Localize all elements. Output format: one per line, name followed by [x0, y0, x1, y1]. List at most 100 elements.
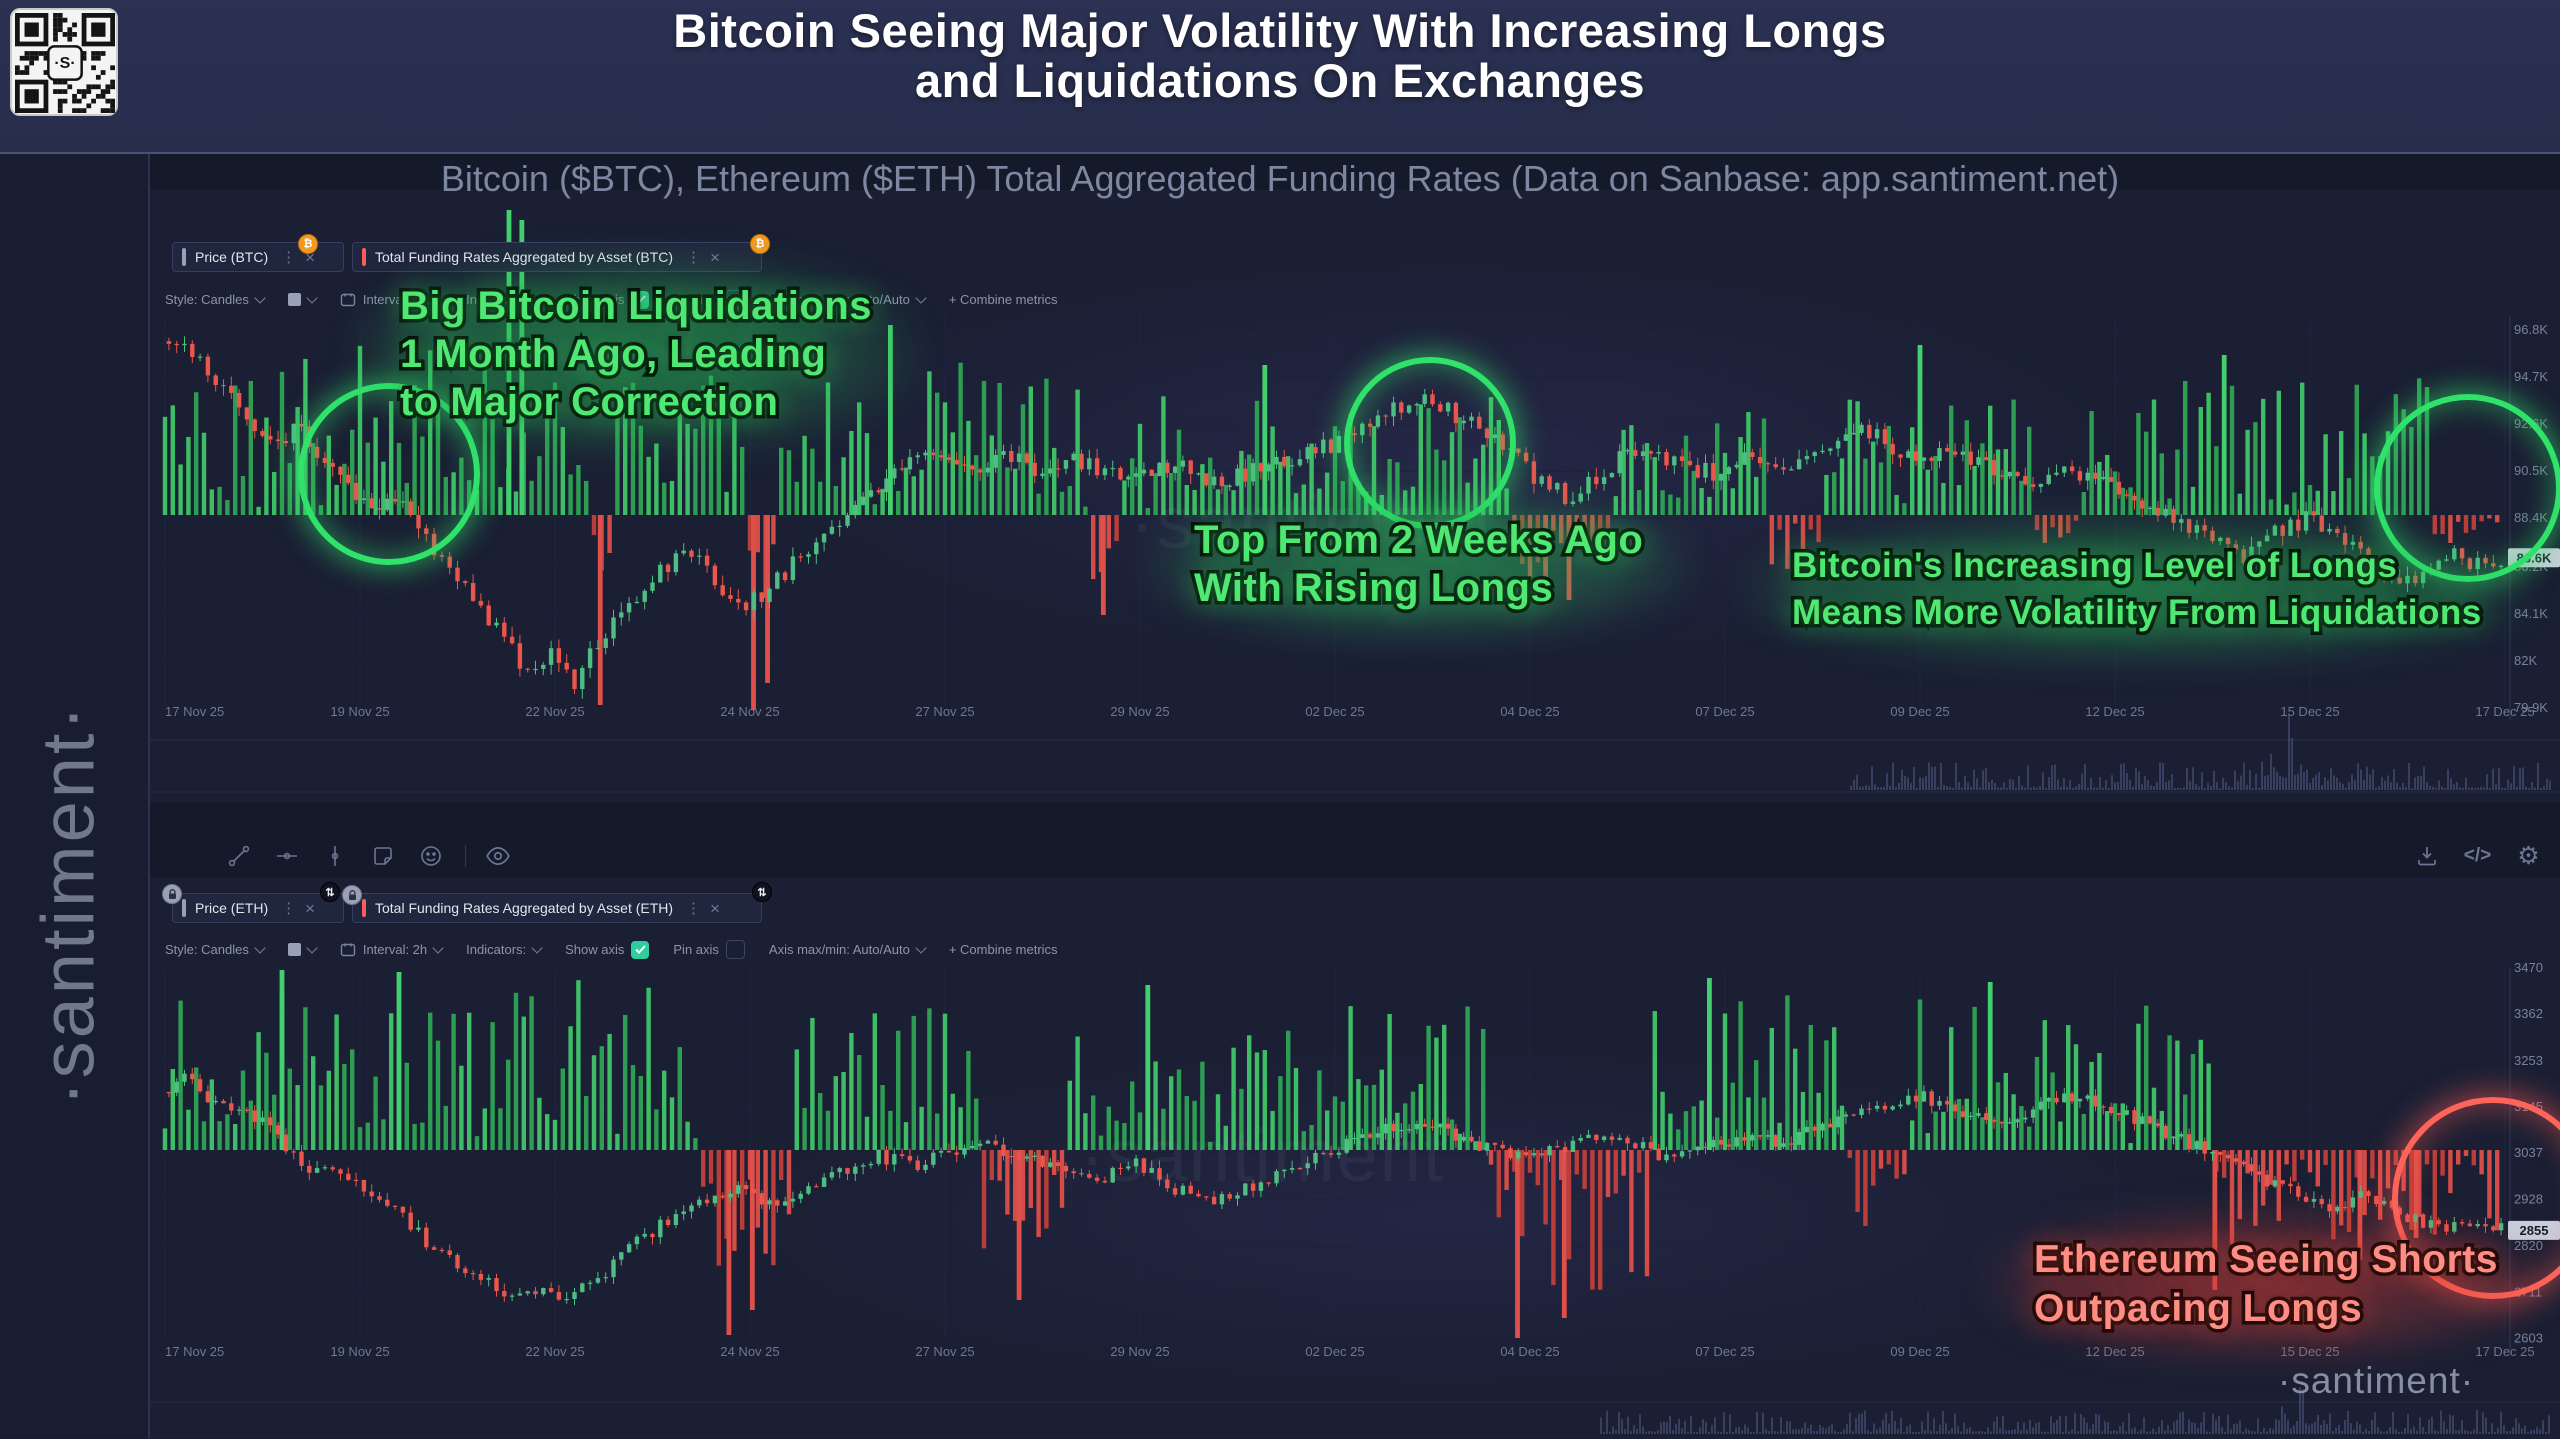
indicators-dropdown-label: Indicators:: [466, 942, 527, 957]
annotation-line: Outpacing Longs: [2031, 1284, 2366, 1334]
close-icon[interactable]: ×: [710, 898, 720, 918]
lock-icon: [162, 884, 182, 904]
page-title-line1: Bitcoin Seeing Major Volatility With Inc…: [673, 4, 1887, 57]
x-axis-label: 07 Dec 25: [1695, 704, 1754, 719]
vertical-line-icon[interactable]: [321, 843, 348, 870]
y-axis-label: 94.7K: [2514, 369, 2548, 384]
checkbox-unchecked-icon[interactable]: [725, 940, 745, 959]
combine-metrics-button[interactable]: + Combine metrics: [949, 292, 1058, 307]
tab-accent-bar: [362, 899, 366, 917]
y-axis-label: 3253: [2514, 1053, 2543, 1068]
color-swatch-dropdown[interactable]: [287, 291, 318, 306]
emoji-icon[interactable]: [417, 843, 444, 870]
pin-axis-checkbox[interactable]: Pin axis: [673, 940, 745, 959]
color-swatch-dropdown[interactable]: [287, 941, 318, 956]
tab-label: Price (ETH): [195, 900, 269, 916]
y-axis-label: 3362: [2514, 1006, 2543, 1021]
tab-options-icon[interactable]: ⋮: [281, 900, 297, 917]
tab-accent-bar: [182, 248, 186, 266]
x-axis-label: 24 Nov 25: [720, 704, 779, 719]
swap-arrows-icon[interactable]: ⇅: [752, 882, 772, 902]
preview-sparkline: [1600, 1387, 2550, 1434]
style-dropdown[interactable]: Style: Candles: [165, 291, 266, 307]
header: ·S· Bitcoin Seeing Major Volatility With…: [0, 0, 2560, 154]
close-icon[interactable]: ×: [305, 247, 316, 267]
annotation-big-liquidations: Big Bitcoin Liquidations 1 Month Ago, Le…: [397, 281, 875, 428]
code-icon[interactable]: </>: [2463, 845, 2492, 866]
y-axis-label: 96.8K: [2514, 322, 2548, 337]
qr-code-image: ·S·: [15, 13, 115, 113]
annotation-line: Top From 2 Weeks Ago: [1190, 515, 1646, 566]
axis-maxmin-dropdown[interactable]: Axis max/min: Auto/Auto: [768, 941, 927, 957]
eth-chart-canvas[interactable]: 17 Nov 25 19 Nov 25 22 Nov 25 24 Nov 25 27 N…: [150, 878, 2560, 1439]
x-axis-label: 19 Nov 25: [330, 1344, 389, 1359]
x-axis-label: 19 Nov 25: [330, 704, 389, 719]
x-axis-label: 17 Nov 25: [165, 1344, 224, 1359]
show-axis-checkbox[interactable]: Show axis: [565, 940, 650, 959]
funding-bars-layer: [162, 970, 2500, 1338]
tab-price-eth[interactable]: Price (ETH) ⋮ ×: [172, 893, 344, 923]
annotation-line: Big Bitcoin Liquidations: [397, 281, 875, 332]
eye-icon[interactable]: [484, 843, 511, 870]
chevron-down-icon: [915, 941, 927, 954]
combine-metrics-label: + Combine metrics: [948, 292, 1058, 307]
x-axis-label: 15 Dec 25: [2280, 704, 2339, 719]
eth-chart-panel: 17 Nov 25 19 Nov 25 22 Nov 25 24 Nov 25 27 N…: [150, 878, 2560, 1439]
y-axis-label: 2928: [2514, 1192, 2543, 1207]
x-axis-label: 22 Nov 25: [525, 704, 584, 719]
horizontal-line-icon[interactable]: [273, 843, 300, 870]
chart-watermark: ·santiment: [1080, 1114, 1446, 1197]
tab-price-btc[interactable]: Price (BTC) ⋮ ×: [172, 242, 344, 272]
annotation-top-two-weeks: Top From 2 Weeks Ago With Rising Longs: [1190, 515, 1646, 614]
gear-icon[interactable]: ⚙: [2517, 841, 2540, 870]
indicators-dropdown[interactable]: Indicators:: [466, 941, 543, 957]
x-axis-label: 09 Dec 25: [1890, 1344, 1949, 1359]
chevron-down-icon: [306, 291, 318, 304]
y-axis-label: 3145: [2514, 1099, 2543, 1114]
eth-chart-toolbar: Style: Candles Interval: 2h Indicators: …: [165, 940, 1058, 959]
show-axis-label: Show axis: [565, 942, 625, 957]
x-axis-label: 27 Nov 25: [915, 704, 974, 719]
qr-logo-letter: ·S·: [54, 55, 75, 72]
combine-metrics-button[interactable]: + Combine metrics: [949, 942, 1058, 957]
trend-line-icon[interactable]: [225, 843, 252, 870]
y-axis-label: 79.9K: [2514, 700, 2548, 715]
x-axis-label: 29 Nov 25: [1110, 1344, 1169, 1359]
interval-dropdown-label: Interval: 2h: [362, 942, 428, 957]
x-axis-label: 04 Dec 25: [1500, 704, 1559, 719]
page-title: Bitcoin Seeing Major Volatility With Inc…: [0, 6, 2560, 106]
color-swatch: [287, 293, 301, 306]
annotation-eth-shorts: Ethereum Seeing Shorts Outpacing Longs: [2031, 1235, 2501, 1334]
annotation-line: With Rising Longs: [1190, 563, 1556, 614]
sidebar-watermark: ·santiment·: [26, 702, 110, 1106]
note-icon[interactable]: [369, 843, 396, 870]
axis-maxmin-label: Axis max/min: Auto/Auto: [768, 942, 910, 957]
x-axis-label: 02 Dec 25: [1305, 1344, 1364, 1359]
style-dropdown[interactable]: Style: Candles: [165, 941, 266, 957]
annotation-line: Means More Volatility From Liquidations: [1789, 590, 2485, 636]
chevron-down-icon: [306, 941, 318, 954]
y-axis-label: 3037: [2514, 1145, 2543, 1160]
checkbox-checked-icon[interactable]: [631, 940, 650, 959]
drawing-tools-row: </> ⚙: [150, 836, 2560, 876]
close-icon[interactable]: ×: [305, 898, 316, 918]
x-axis-label: 17 Nov 25: [165, 704, 224, 719]
style-dropdown-label: Style: Candles: [165, 942, 249, 957]
swap-arrows-icon[interactable]: ⇅: [320, 882, 340, 902]
chevron-down-icon: [531, 941, 543, 954]
style-dropdown-label: Style: Candles: [165, 292, 249, 307]
x-axis-label: 29 Nov 25: [1110, 704, 1169, 719]
y-axis-label: 3470: [2514, 960, 2543, 975]
x-axis-label: 04 Dec 25: [1500, 1344, 1559, 1359]
download-icon[interactable]: [2413, 843, 2440, 870]
page-title-line2: and Liquidations On Exchanges: [914, 54, 1646, 107]
page-subtitle: Bitcoin ($BTC), Ethereum ($ETH) Total Ag…: [440, 158, 2120, 199]
tab-funding-rates-eth[interactable]: Total Funding Rates Aggregated by Asset …: [352, 893, 762, 923]
tab-options-icon[interactable]: ⋮: [281, 249, 297, 266]
bitcoin-badge-icon: ₿: [298, 234, 318, 254]
tab-options-icon[interactable]: ⋮: [686, 900, 702, 917]
toolbar-divider: [465, 845, 466, 867]
bottom-watermark: ·santiment·: [2278, 1360, 2475, 1401]
lock-icon: [342, 885, 362, 905]
interval-dropdown[interactable]: Interval: 2h: [340, 941, 444, 958]
